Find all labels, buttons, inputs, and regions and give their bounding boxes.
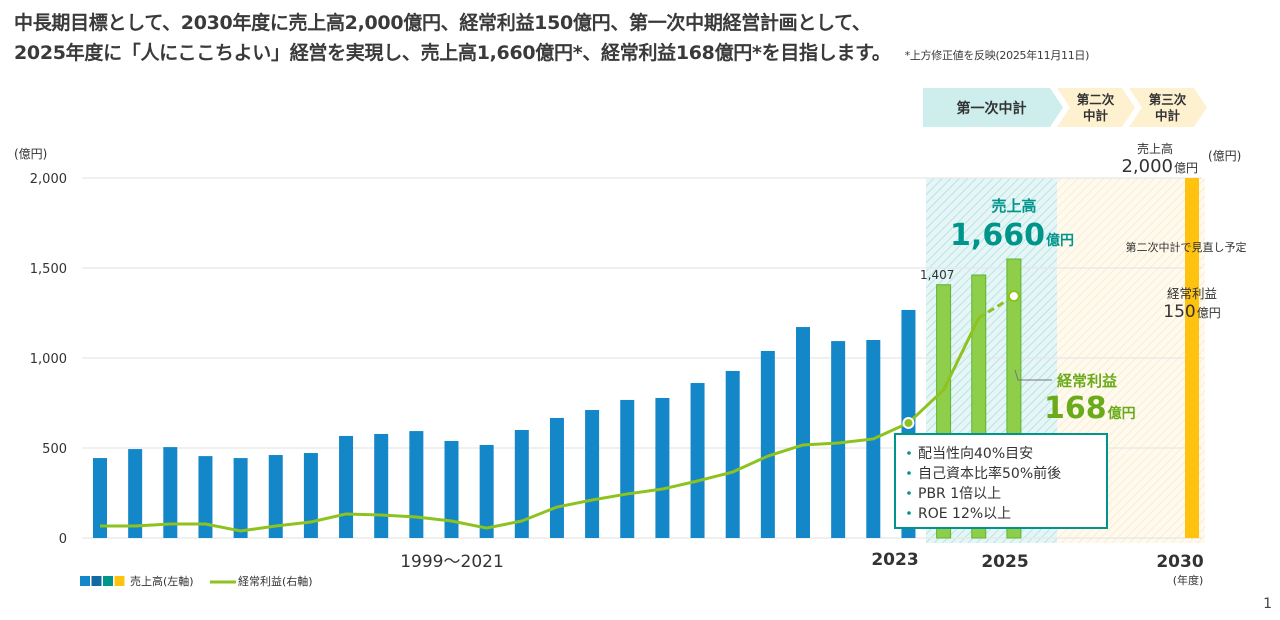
- plan-banner-label: 中計: [1155, 108, 1181, 123]
- plan-banner-label: 第一次中計: [957, 100, 1027, 117]
- x-tick-label: 2030: [1156, 552, 1203, 572]
- profit-target-2025-label: 経常利益: [1057, 372, 1117, 390]
- review-note: 第二次中計で見直し予定: [1126, 240, 1247, 254]
- plan-banner-step: [1129, 88, 1207, 127]
- profit-target-2025-value: 168: [1044, 391, 1107, 426]
- bullet-icon: [907, 511, 911, 515]
- x-axis-unit: (年度): [1173, 573, 1204, 587]
- headline-line-1: 中長期目標として、2030年度に売上高2,000億円、経常利益150億円、第一次…: [14, 12, 871, 34]
- plan-banner-label: 第二次: [1077, 92, 1115, 107]
- bar-2014: [620, 399, 635, 538]
- bar-2010: [479, 444, 494, 538]
- profit-line: [100, 317, 981, 533]
- bar-1999: [93, 458, 107, 538]
- profit-target-2030-unit: 億円: [1197, 306, 1221, 320]
- policy-item: ROE 12%以上: [918, 506, 1011, 522]
- bar-2018: [760, 350, 775, 538]
- bar-2006: [339, 435, 354, 538]
- policy-item: 自己資本比率50%前後: [918, 465, 1061, 482]
- sales-target-2030-unit: 億円: [1174, 161, 1198, 175]
- bar-2004: [268, 455, 283, 538]
- profit-target-marker: [1007, 290, 1020, 303]
- plan-banner-step: [1057, 88, 1135, 127]
- profit-target-2030-value: 150: [1163, 302, 1195, 322]
- profit-line-forecast: [977, 294, 1015, 320]
- sales-target-2030-group: 2,000億円: [1121, 156, 1198, 177]
- page-number: 1: [1263, 596, 1272, 612]
- profit-target-2030-group: 150億円: [1163, 302, 1220, 322]
- bar-2016: [690, 383, 705, 538]
- bar-2003: [233, 458, 248, 538]
- bar-data-label: 1,407: [920, 268, 954, 282]
- bullet-icon: [907, 451, 911, 455]
- legend-label-profit: 経常利益(右軸): [238, 574, 313, 588]
- bar-2019: [796, 327, 810, 538]
- bar-2020: [831, 341, 846, 538]
- headline-line-2-text: 2025年度に「人にここちよい」経営を実現し、売上高1,660億円*、経常利益1…: [14, 42, 891, 64]
- bar-2011: [514, 430, 529, 538]
- y-tick-label: 1,000: [30, 352, 67, 367]
- bullet-icon: [907, 491, 911, 495]
- plan-banner-step: [923, 88, 1063, 127]
- legend-swatch-sales: [80, 576, 90, 586]
- bar-2030: [1185, 178, 1199, 538]
- legend-label-sales: 売上高(左軸): [130, 574, 194, 588]
- y-axis-left-unit: (億円): [14, 147, 47, 161]
- profit-point-marker: [902, 416, 915, 429]
- legend-swatch-sales: [103, 576, 113, 586]
- revision-note: *上方修正値を反映(2025年11月11日): [904, 49, 1090, 62]
- y-tick-label: 1,500: [30, 262, 67, 277]
- bar-2001: [163, 447, 178, 538]
- headline-line-2: 2025年度に「人にここちよい」経営を実現し、売上高1,660億円*、経常利益1…: [14, 38, 1089, 65]
- sales-target-2025-group: 1,660億円: [950, 218, 1074, 253]
- bar-2013: [585, 410, 600, 538]
- sales-target-2030-label: 売上高: [1137, 141, 1173, 156]
- bar-2007: [374, 433, 389, 538]
- sales-target-2030-value: 2,000: [1121, 156, 1173, 177]
- bar-2005: [303, 453, 318, 538]
- callout-leader: [1014, 369, 1052, 381]
- bar-2002: [198, 456, 213, 538]
- y-tick-label: 0: [59, 532, 67, 547]
- y-tick-label: 2,000: [30, 172, 67, 187]
- bar-2000: [128, 449, 143, 538]
- sales-target-2025-label: 売上高: [991, 197, 1036, 215]
- y-tick-label: 500: [42, 442, 67, 457]
- bar-2015: [655, 397, 670, 538]
- plan-banner-label: 第三次: [1149, 92, 1187, 107]
- x-tick-label: 1999〜2021: [400, 552, 504, 572]
- x-tick-label: 2023: [871, 550, 918, 570]
- profit-target-2025-group: 168億円: [1044, 391, 1136, 426]
- policy-item: PBR 1倍以上: [918, 486, 1001, 502]
- legend-swatch-sales: [91, 576, 102, 586]
- y-axis-right-unit: (億円): [1208, 149, 1241, 163]
- bar-2009: [444, 440, 459, 538]
- legend-swatch-sales: [114, 576, 125, 586]
- policy-box: [894, 433, 1108, 529]
- x-tick-label: 2025: [981, 552, 1028, 572]
- bullet-icon: [907, 471, 911, 475]
- sales-target-2025-value: 1,660: [950, 218, 1045, 253]
- plan-banner-label: 中計: [1083, 108, 1109, 123]
- sales-target-2025-unit: 億円: [1046, 232, 1074, 249]
- profit-target-2030-label: 経常利益: [1167, 286, 1217, 301]
- profit-target-2025-unit: 億円: [1108, 405, 1136, 422]
- policy-item: 配当性向40%目安: [918, 446, 1033, 462]
- bar-2017: [725, 370, 740, 538]
- bar-2012: [549, 417, 564, 538]
- bar-2008: [409, 431, 424, 538]
